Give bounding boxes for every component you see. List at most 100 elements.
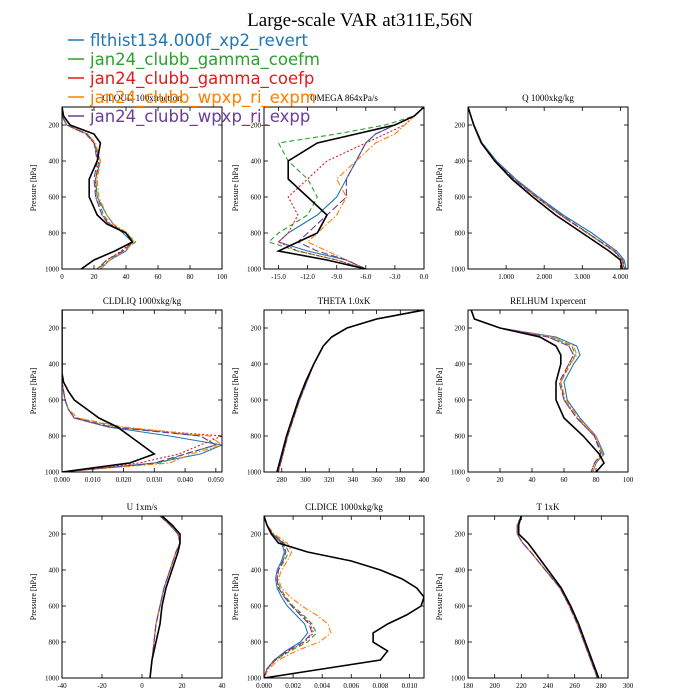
- y-tick-label: 1000: [451, 469, 466, 477]
- y-tick-label: 400: [49, 567, 60, 575]
- y-tick-label: 600: [251, 603, 262, 611]
- x-tick-label: 20: [179, 682, 187, 690]
- y-tick-label: 400: [251, 158, 262, 166]
- series-line-control: [149, 516, 181, 678]
- legend-entry-4: jan24_clubb_wpxp_ri_expm: [89, 88, 316, 108]
- y-axis-label: Pressure [hPa]: [231, 164, 240, 211]
- panel-title: CLOUD 100xfraction: [102, 93, 182, 103]
- series-line-1: [468, 107, 627, 269]
- y-tick-label: 800: [49, 230, 60, 238]
- legend-entry-5: jan24_clubb_wpxp_ri_expp: [89, 107, 310, 127]
- series-line-4: [277, 310, 424, 472]
- plot-frame: [263, 309, 425, 473]
- series-line-3: [277, 310, 424, 472]
- series-line-2: [62, 107, 137, 269]
- series-line-3: [277, 107, 424, 269]
- plot-area: [470, 310, 605, 472]
- y-tick-label: 200: [251, 531, 262, 539]
- x-tick-label: 340: [348, 476, 359, 484]
- x-tick-label: 0: [466, 476, 470, 484]
- plot-frame: [467, 515, 629, 679]
- x-tick-label: 2.000: [536, 273, 552, 281]
- series-line-4: [264, 516, 332, 678]
- y-tick-label: 800: [455, 433, 466, 441]
- series-line-3: [149, 516, 181, 678]
- panel-title: U 1xm/s: [127, 502, 158, 512]
- y-tick-label: 400: [251, 361, 262, 369]
- legend-entry-2: jan24_clubb_gamma_coefm: [89, 50, 320, 70]
- plot-frame: [467, 309, 629, 473]
- x-tick-label: 240: [543, 682, 554, 690]
- y-axis-label: Pressure [hPa]: [29, 164, 38, 211]
- x-tick-label: 280: [596, 682, 607, 690]
- series-line-4: [516, 516, 598, 678]
- x-tick-label: 60: [561, 476, 569, 484]
- y-tick-label: 200: [455, 122, 466, 130]
- y-tick-label: 200: [49, 122, 60, 130]
- x-tick-label: 0.040: [177, 476, 193, 484]
- y-tick-label: 600: [251, 397, 262, 405]
- x-tick-label: 20: [91, 273, 99, 281]
- x-tick-label: 0.010: [402, 682, 418, 690]
- y-tick-label: 1000: [247, 266, 262, 274]
- series-line-3: [62, 107, 134, 269]
- plot-area: [62, 107, 137, 269]
- y-tick-label: 600: [455, 194, 466, 202]
- x-tick-label: 0.030: [146, 476, 162, 484]
- series-line-5: [264, 516, 313, 678]
- y-axis-label: Pressure [hPa]: [435, 164, 444, 211]
- panel-title: CLDICE 1000xkg/kg: [305, 502, 383, 512]
- series-line-3: [516, 516, 598, 678]
- series-line-5: [296, 107, 424, 269]
- y-tick-label: 400: [455, 567, 466, 575]
- x-tick-label: -3.0: [389, 273, 401, 281]
- y-tick-label: 800: [49, 433, 60, 441]
- y-tick-label: 800: [251, 230, 262, 238]
- x-tick-label: -12.0: [300, 273, 315, 281]
- x-tick-label: 300: [623, 682, 634, 690]
- series-line-5: [468, 107, 626, 269]
- x-tick-label: 4.000: [613, 273, 629, 281]
- panel-7: U 1xm/s Pressure [hPa] -40 -20 0 20 40 200 400 60…: [29, 502, 226, 690]
- x-tick-label: 280: [277, 476, 288, 484]
- y-tick-label: 200: [49, 325, 60, 333]
- y-tick-label: 200: [251, 122, 262, 130]
- y-tick-label: 600: [49, 194, 60, 202]
- plot-frame: [61, 309, 223, 473]
- panel-3: Q 1000xkg/kg Pressure [hPa] 1.000 2.000 3.00…: [435, 93, 629, 281]
- series-line-2: [62, 310, 218, 472]
- y-axis-label: Pressure [hPa]: [435, 573, 444, 620]
- y-axis-label: Pressure [hPa]: [29, 367, 38, 414]
- x-tick-label: 40: [219, 682, 227, 690]
- y-tick-label: 400: [455, 158, 466, 166]
- series-line-5: [470, 310, 602, 472]
- x-tick-label: 0.050: [208, 476, 224, 484]
- y-axis-label: Pressure [hPa]: [231, 367, 240, 414]
- y-tick-label: 1000: [451, 675, 466, 683]
- y-tick-label: 1000: [247, 675, 262, 683]
- x-tick-label: 0.020: [116, 476, 132, 484]
- series-line-1: [149, 516, 181, 678]
- x-tick-label: -20: [97, 682, 107, 690]
- plot-area: [468, 107, 627, 269]
- series-line-control: [470, 310, 605, 472]
- series-line-control: [62, 310, 156, 472]
- y-tick-label: 800: [49, 639, 60, 647]
- panel-title: CLDLIQ 1000xkg/kg: [103, 296, 182, 306]
- series-line-2: [149, 516, 181, 678]
- y-axis-label: Pressure [hPa]: [435, 367, 444, 414]
- y-tick-label: 400: [49, 361, 60, 369]
- series-line-5: [277, 310, 424, 472]
- series-line-3: [264, 516, 315, 678]
- y-tick-label: 200: [49, 531, 60, 539]
- series-line-4: [149, 516, 181, 678]
- x-tick-label: 0.010: [85, 476, 101, 484]
- series-line-1: [62, 310, 222, 472]
- y-tick-label: 1000: [45, 469, 60, 477]
- series-line-control: [62, 107, 134, 269]
- y-tick-label: 800: [251, 433, 262, 441]
- series-line-4: [62, 310, 222, 472]
- panel-2: OMEGA 864xPa/s Pressure [hPa] -15.0 -12.0 -9…: [231, 93, 429, 281]
- y-tick-label: 800: [251, 639, 262, 647]
- x-tick-label: 0: [60, 273, 64, 281]
